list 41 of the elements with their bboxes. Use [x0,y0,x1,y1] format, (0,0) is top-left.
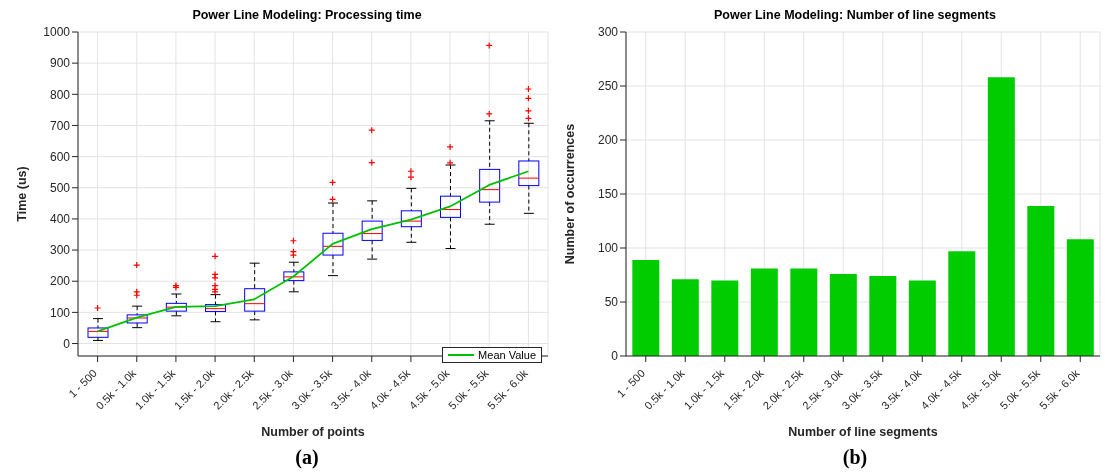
y-tick-label: 200 [49,274,71,289]
y-tick-label: 50 [604,295,619,310]
y-tick-label: 0 [611,349,619,364]
y-tick-label: 250 [597,79,619,94]
text: (a) [294,446,320,469]
bar [750,268,778,356]
y-tick-label: 800 [49,87,71,102]
bar [948,251,976,356]
y-tick-label: 900 [49,56,71,71]
bar [632,259,660,356]
bar [869,276,897,356]
text: (b) [841,446,869,469]
bar [711,280,739,356]
x-tick-label: 1 - 500 [66,366,99,400]
bar [671,279,699,356]
chart-title: Power Line Modeling: Processing time [191,8,423,24]
bar [1066,239,1094,356]
y-tick-label: 0 [63,336,71,351]
y-tick-label: 700 [49,118,71,133]
y-axis-title: Number of occurrences [563,123,578,265]
x-tick-label: 1 - 500 [614,366,648,400]
y-tick-label: 1000 [43,25,71,40]
y-tick-label: 600 [49,149,71,164]
y-axis-title: Time (us) [15,166,30,222]
x-axis-title: Number of points [261,425,365,439]
bar [908,280,936,356]
bar [987,77,1015,356]
chart-title: Power Line Modeling: Number of line segments [713,8,997,24]
bar [790,268,818,356]
legend-label: Mean Value [477,349,536,361]
y-tick-label: 100 [49,305,71,320]
y-tick-label: 400 [49,212,71,227]
x-axis-title: Number of line segments [788,425,938,439]
bar [829,273,857,356]
y-tick-label: 300 [597,25,619,40]
y-tick-label: 200 [597,133,619,148]
y-tick-label: 100 [597,241,619,256]
bar [1027,205,1055,356]
y-tick-label: 300 [49,243,71,258]
y-tick-label: 150 [597,187,619,202]
y-tick-label: 500 [49,181,71,196]
